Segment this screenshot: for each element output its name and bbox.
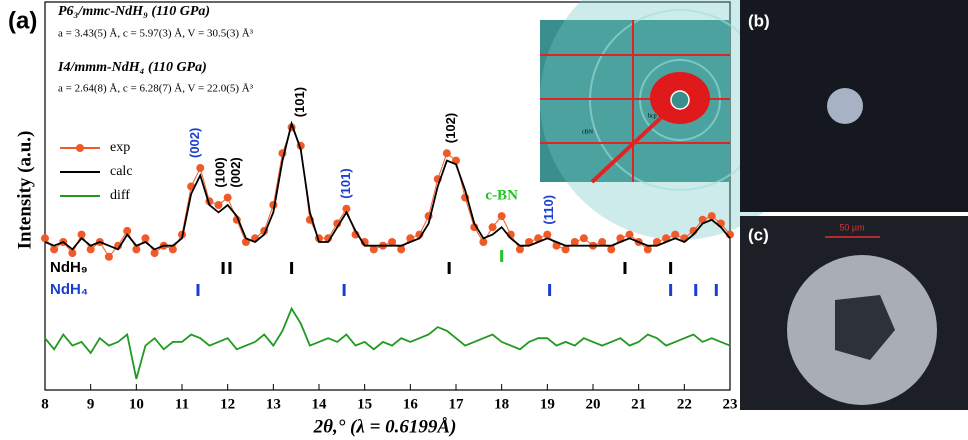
data-point [150,249,159,258]
data-point [561,245,570,254]
reflection-label: c-BN [485,187,518,203]
sample [827,88,863,124]
reflection-tick [447,262,451,274]
data-point [132,245,141,254]
reflection-tick [714,284,718,296]
x-tick-label: 19 [540,396,555,412]
data-point [41,234,49,243]
data-point [570,238,579,246]
data-point [388,238,397,246]
data-point [369,245,378,254]
reflection-tick [500,250,504,262]
scale-text: 50 µm [839,222,864,232]
peak-label: (101) [292,87,307,117]
series-line [44,306,731,380]
x-tick-label: 9 [87,396,95,412]
x-tick-label: 14 [312,396,328,412]
data-point [479,238,488,246]
data-point [77,230,86,239]
panel-label: (b) [748,11,770,30]
series-line [44,120,731,251]
x-tick-label: 21 [631,396,646,412]
data-point [543,230,552,239]
reflection-tick [694,284,698,296]
x-tick-label: 12 [220,396,235,412]
data-point [86,245,95,254]
data-point [625,230,634,239]
reflection-tick [669,284,673,296]
reflection-label: NdH₄ [50,281,88,298]
phase-title: I4/mmm-NdH₄ (110 GPa) [57,60,207,75]
reflection-tick [669,262,673,274]
x-tick-label: 15 [357,396,372,412]
peak-label: (101) [338,168,353,198]
peak-label: (110) [541,195,556,225]
data-point [123,226,132,235]
data-point [442,149,451,158]
plot-frame [44,1,731,391]
reflection-tick [196,284,200,296]
data-point [497,212,506,221]
data-point [488,223,497,232]
inset-label: cBN [582,129,594,135]
x-tick-label: 22 [677,396,692,412]
panel-label: (a) [8,7,37,34]
y-axis-label: Intensity (a.u.) [14,131,35,250]
peak-label: (002) [228,157,243,187]
data-point [607,245,616,254]
data-point [598,238,607,246]
panel-label: (c) [748,225,769,244]
legend-label: calc [110,164,133,179]
x-tick-label: 16 [403,396,419,412]
phase-params: a = 2.64(8) Å, c = 6.28(7) Å, V = 22.0(5… [58,83,254,95]
reflection-label: NdH₉ [50,259,88,276]
data-point [643,245,652,254]
data-point [141,234,150,243]
x-tick-label: 20 [586,396,601,412]
legend-marker [76,144,84,152]
data-point [104,252,113,261]
x-tick-label: 18 [494,396,509,412]
data-point [50,245,59,254]
inset-label: hcp [648,113,657,119]
peak-label: (102) [443,113,458,143]
reflection-tick [623,262,627,274]
data-point [342,204,351,213]
x-tick-label: 23 [723,396,738,412]
data-point [223,193,232,202]
reflection-tick [228,262,232,274]
x-tick-label: 17 [449,396,465,412]
legend-label: exp [110,140,130,155]
phase-title: P6₃/mmc-NdH₉ (110 GPa) [58,4,210,19]
peak-label: (100) [212,157,227,187]
data-point [397,245,406,254]
reflection-tick [221,262,225,274]
x-tick-label: 13 [266,396,281,412]
data-point [168,245,177,254]
peak-label: (002) [187,128,202,158]
x-tick-label: 10 [129,396,144,412]
reflection-tick [290,262,294,274]
data-point [196,164,205,172]
reflection-tick [548,284,552,296]
data-point [707,212,716,221]
x-tick-label: 11 [175,396,189,412]
sample [835,295,895,360]
data-point [671,230,680,239]
data-point [214,201,223,209]
data-point [515,245,524,254]
data-point [68,249,77,258]
data-point [579,234,588,243]
x-tick-label: 8 [41,396,49,412]
phase-params: a = 3.43(5) Å, c = 5.97(3) Å, V = 30.5(3… [58,28,254,40]
legend-label: diff [110,188,130,203]
reflection-tick [342,284,346,296]
x-axis-label: 2θ,° (λ = 0.6199Å) [313,416,457,437]
